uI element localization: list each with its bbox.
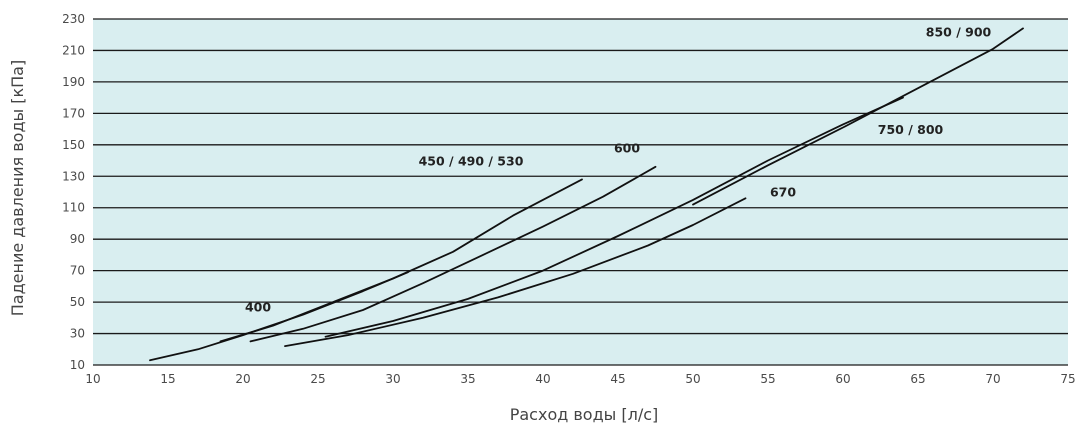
plot-area — [93, 19, 1068, 365]
plot-background — [93, 19, 1068, 365]
x-tick-label: 70 — [985, 372, 1000, 386]
y-tick-label: 210 — [62, 43, 85, 57]
y-tick-label: 170 — [62, 106, 85, 120]
series-label: 750 / 800 — [878, 122, 944, 137]
series-labels: 400 450 / 490 / 530 600 670 750 / 800 850 / 9… — [245, 24, 992, 314]
series-label: 670 — [770, 185, 796, 200]
x-tick-label: 65 — [910, 372, 925, 386]
y-tick-label: 50 — [70, 295, 85, 309]
y-tick-label: 30 — [70, 327, 85, 341]
y-tick-label: 130 — [62, 169, 85, 183]
x-tick-label: 15 — [160, 372, 175, 386]
x-tick-label: 75 — [1060, 372, 1075, 386]
y-axis-title: Падение давления воды [кПа] — [8, 60, 27, 316]
x-tick-label: 40 — [535, 372, 550, 386]
x-tick-label: 10 — [85, 372, 100, 386]
x-tick-label: 45 — [610, 372, 625, 386]
series-line-3 — [284, 197, 747, 348]
y-tick-label: 110 — [62, 201, 85, 215]
y-tick-label: 150 — [62, 138, 85, 152]
y-tick-label: 230 — [62, 12, 85, 26]
series-label: 600 — [614, 141, 640, 156]
series-line-4 — [324, 96, 904, 338]
series-label: 400 — [245, 300, 271, 315]
x-tick-label: 50 — [685, 372, 700, 386]
y-tick-label: 190 — [62, 75, 85, 89]
y-tick-label: 70 — [70, 264, 85, 278]
series-label: 450 / 490 / 530 — [419, 153, 524, 168]
series-line-5 — [692, 27, 1024, 206]
series-line-1 — [219, 178, 583, 343]
x-tick-label: 30 — [385, 372, 400, 386]
x-tick-label: 25 — [310, 372, 325, 386]
x-tick-label: 35 — [460, 372, 475, 386]
series-label: 850 / 900 — [926, 24, 992, 39]
series-line-2 — [249, 165, 657, 343]
x-tick-label: 55 — [760, 372, 775, 386]
y-tick-label: 90 — [70, 232, 85, 246]
x-tick-label: 60 — [835, 372, 850, 386]
y-axis-ticks: 10 30 50 70 90 110 130 150 170 190 210 230 — [62, 12, 85, 372]
y-tick-label: 10 — [70, 358, 85, 372]
x-axis-title: Расход воды [л/с] — [510, 405, 659, 424]
series-lines — [149, 27, 1024, 362]
x-axis-ticks: 10 15 20 25 30 35 40 45 50 55 60 65 70 75 — [85, 372, 1075, 386]
x-tick-label: 20 — [235, 372, 250, 386]
